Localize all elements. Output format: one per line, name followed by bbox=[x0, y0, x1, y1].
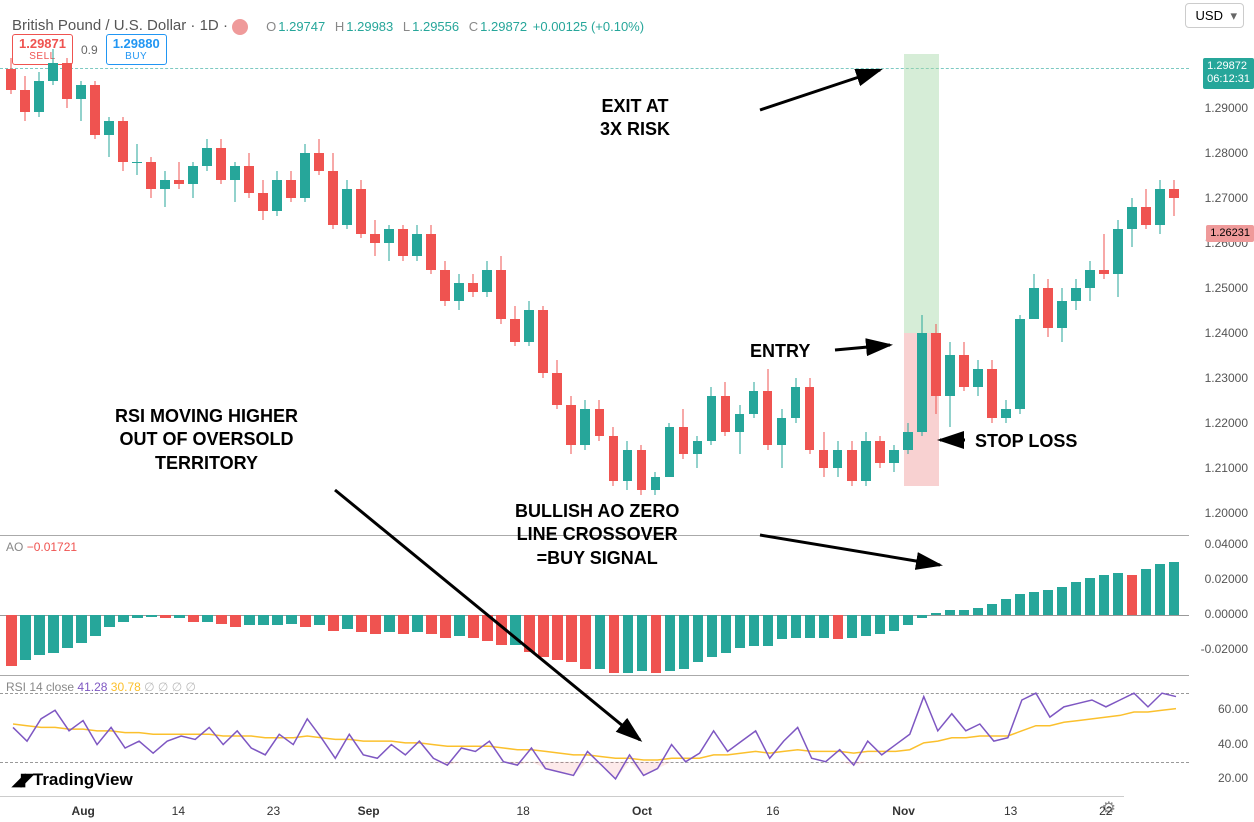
timeframe[interactable]: 1D bbox=[200, 17, 219, 34]
y-axis[interactable]: 1.300001.290001.280001.270001.260001.250… bbox=[1189, 40, 1254, 822]
ohlc-readout: O1.29747 H1.29983 L1.29556 C1.29872 +0.0… bbox=[260, 19, 644, 34]
symbol-name[interactable]: British Pound / U.S. Dollar bbox=[12, 17, 186, 34]
current-price-tag: 1.2987206:12:31 bbox=[1203, 58, 1254, 88]
annotation-entry: ENTRY bbox=[750, 340, 810, 363]
annotation-exit: EXIT AT 3X RISK bbox=[600, 95, 670, 142]
annotation-rsi: RSI MOVING HIGHER OUT OF OVERSOLD TERRIT… bbox=[115, 405, 298, 475]
annotation-ao: BULLISH AO ZERO LINE CROSSOVER =BUY SIGN… bbox=[515, 500, 679, 570]
rsi-pane[interactable]: RSI 14 close 41.28 30.78 ∅ ∅ ∅ ∅ bbox=[0, 675, 1189, 795]
rsi-lines bbox=[0, 676, 1189, 795]
ao-label: AO −0.01721 bbox=[6, 540, 77, 554]
secondary-price-tag: 1.26231 bbox=[1206, 225, 1254, 242]
x-axis[interactable]: ⚙ Aug1423Sep18Oct16Nov1322 bbox=[0, 796, 1124, 822]
exchange-icon bbox=[232, 19, 248, 35]
chart-area[interactable]: AO −0.01721 RSI 14 close 41.28 30.78 ∅ ∅… bbox=[0, 40, 1189, 822]
annotation-stop: STOP LOSS bbox=[975, 430, 1077, 453]
tradingview-logo: TradingView bbox=[12, 770, 133, 790]
currency-selector[interactable]: USD bbox=[1185, 3, 1244, 28]
